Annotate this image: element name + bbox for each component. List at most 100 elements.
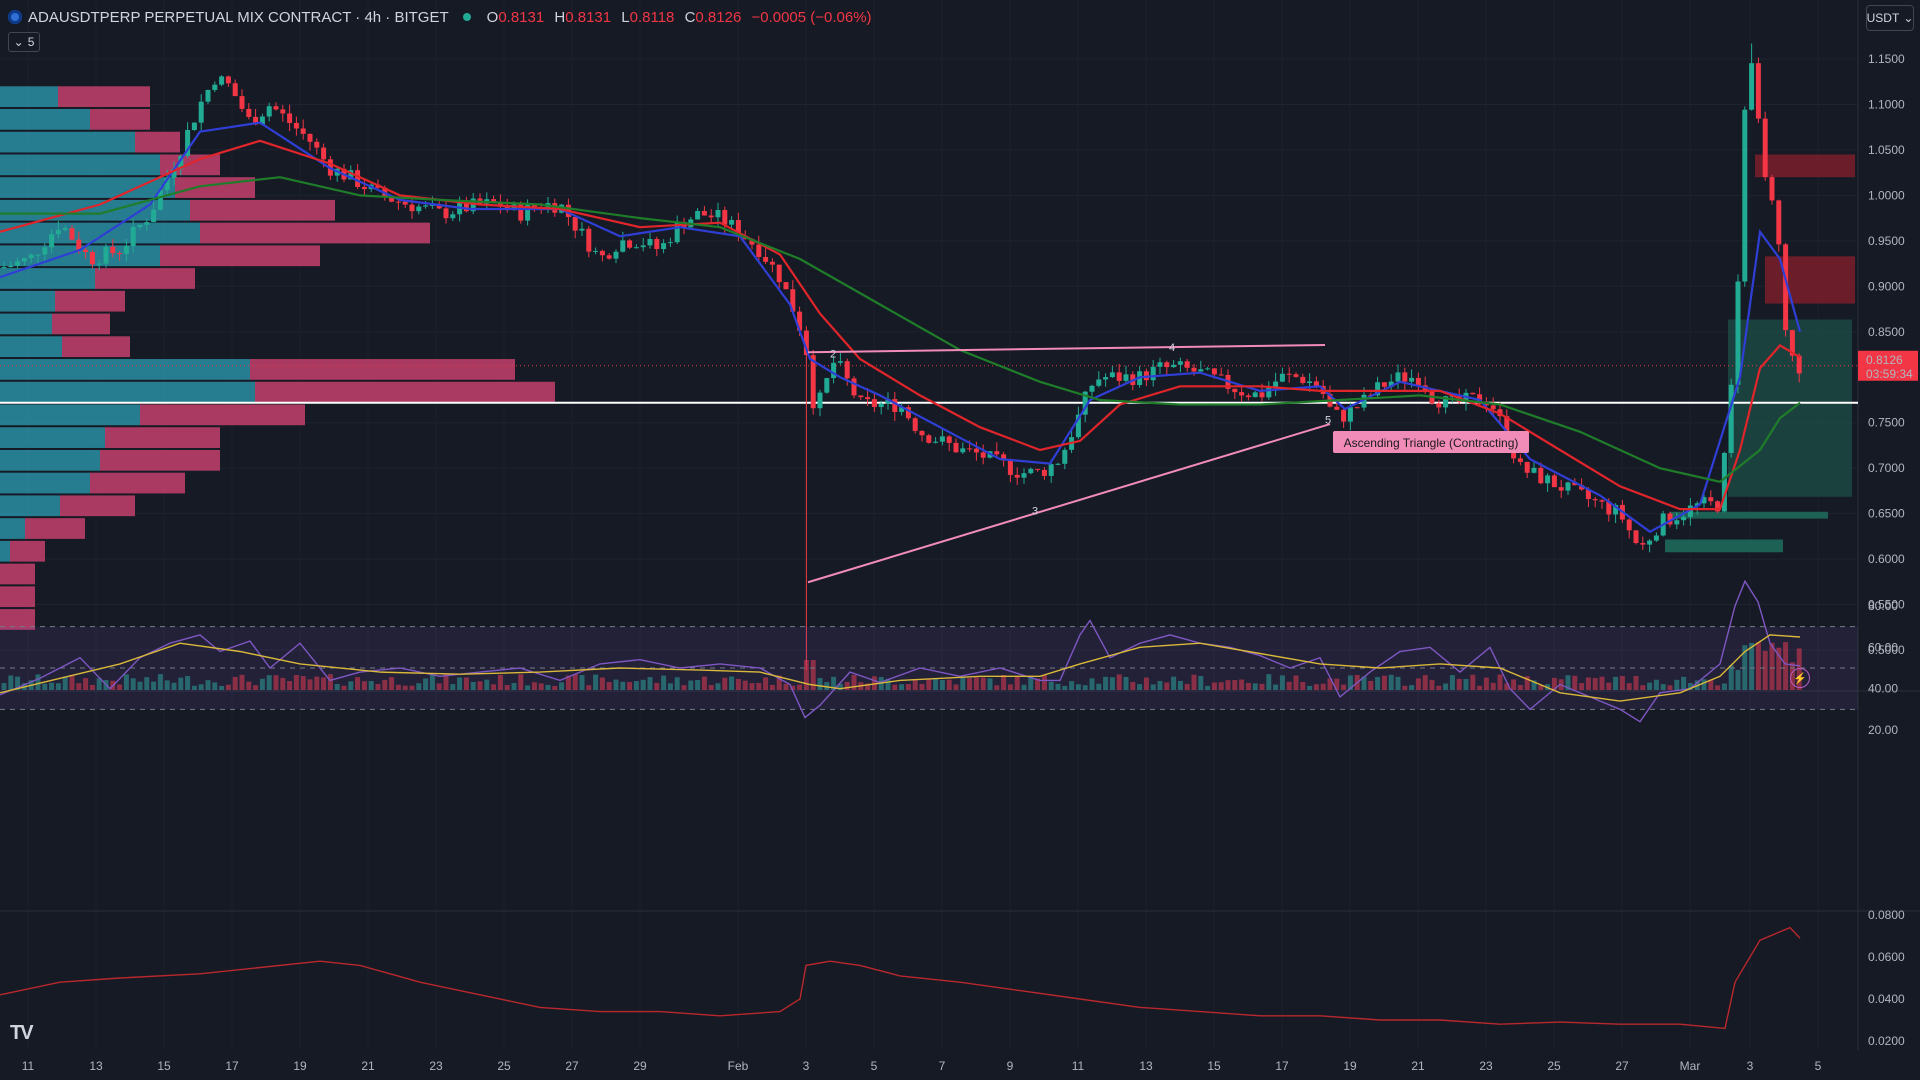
collapse-indicators-button[interactable]: ⌄ 5 — [8, 32, 40, 52]
volume-bar — [1327, 678, 1333, 690]
volume-bar — [851, 674, 857, 690]
candle-body — [1211, 368, 1217, 375]
volume-bar — [1184, 683, 1190, 690]
candle-body — [790, 289, 796, 312]
pivot-label: 5 — [1325, 415, 1331, 427]
lower-indicator-line — [0, 926, 1801, 1030]
price-tick-label: 0.6500 — [1868, 507, 1905, 521]
lower-tick-label: 0.0600 — [1868, 950, 1905, 964]
candle-body — [491, 199, 497, 203]
volume-bar — [559, 682, 565, 690]
candle-body — [1313, 381, 1319, 387]
candle-body — [1796, 355, 1802, 374]
candle-body — [164, 177, 170, 191]
volume-bar — [1701, 679, 1707, 690]
candle-body — [586, 228, 592, 252]
rsi-ma-line — [0, 634, 1801, 702]
volume-bar — [246, 681, 252, 690]
candle-body — [1653, 535, 1659, 541]
volume-bar — [266, 675, 272, 690]
volume-bar — [151, 681, 157, 690]
volume-bar — [1096, 683, 1102, 690]
candle-body — [1001, 454, 1007, 461]
volume-bar — [1429, 679, 1435, 690]
volume-bar — [117, 684, 123, 690]
candle-body — [1150, 366, 1156, 381]
profile-bar-down — [105, 427, 220, 448]
candle-body — [1674, 520, 1680, 525]
candle-body — [280, 109, 286, 114]
candle-body — [219, 76, 225, 85]
time-tick-label: 15 — [1207, 1059, 1221, 1073]
volume-bar — [599, 677, 605, 690]
candle-body — [973, 448, 979, 453]
volume-bar — [1551, 677, 1557, 690]
candle-body — [593, 250, 599, 252]
profile-bar-down — [190, 199, 335, 221]
candle-body — [225, 76, 231, 84]
volume-bar — [1579, 683, 1585, 690]
volume-bar — [1409, 685, 1415, 690]
volume-bar — [1069, 681, 1075, 690]
volume-bar — [1252, 683, 1258, 690]
profile-bar-down — [135, 131, 180, 153]
volume-bar — [423, 678, 429, 690]
candle-body — [1470, 392, 1476, 395]
price-tick-label: 1.0500 — [1868, 143, 1905, 157]
volume-bar — [735, 678, 741, 690]
volume-bar — [1470, 674, 1476, 690]
volume-bar — [457, 677, 463, 690]
volume-bar — [191, 685, 197, 690]
volume-bar — [1565, 675, 1571, 690]
candle-body — [1769, 177, 1775, 201]
symbol-title[interactable]: ADAUSDTPERP PERPETUAL MIX CONTRACT · 4h … — [28, 8, 449, 26]
volume-bar — [1313, 684, 1319, 690]
candle-body — [1103, 377, 1109, 380]
moving-average-line — [0, 139, 1801, 511]
volume-bar — [511, 683, 517, 690]
candle-body — [1633, 530, 1639, 544]
candle-body — [640, 245, 646, 248]
volume-bar — [1307, 685, 1313, 690]
lightning-icon[interactable]: ⚡ — [1790, 668, 1810, 688]
profile-bar-down — [0, 563, 35, 585]
candle-body — [1109, 372, 1115, 378]
moving-average-line — [0, 121, 1802, 534]
profile-bar-up — [0, 427, 105, 448]
candle-body — [259, 116, 265, 125]
currency-select[interactable]: USDT ⌄ — [1866, 5, 1914, 31]
volume-bar — [293, 675, 299, 690]
profile-bar-down — [140, 404, 305, 426]
open-label: O — [486, 8, 499, 26]
volume-bar — [1109, 677, 1115, 690]
volume-bar — [450, 684, 456, 690]
tradingview-logo-icon[interactable]: TV — [10, 1022, 34, 1044]
time-tick-label: 25 — [1547, 1059, 1561, 1073]
rsi-tick-label: 60.00 — [1868, 640, 1898, 654]
candle-body — [1171, 364, 1177, 368]
volume-bar — [157, 674, 163, 690]
candle-body — [613, 251, 619, 259]
high-value: 0.8131 — [565, 8, 612, 26]
volume-bar — [1089, 678, 1095, 690]
volume-bar — [674, 677, 680, 690]
lower-tick-label: 0.0200 — [1868, 1034, 1905, 1048]
volume-bar — [1436, 685, 1442, 690]
volume-bar — [409, 685, 415, 690]
volume-bar — [640, 679, 646, 690]
rsi-tick-label: 40.00 — [1868, 682, 1898, 696]
volume-bar — [586, 685, 592, 690]
volume-bar — [994, 685, 1000, 690]
volume-bar — [178, 677, 184, 690]
profile-bar-down — [160, 245, 320, 267]
volume-bar — [219, 685, 225, 690]
time-tick-label: 11 — [22, 1059, 35, 1073]
volume-bar — [1055, 683, 1061, 690]
profile-bar-down — [0, 609, 35, 630]
candle-body — [409, 204, 415, 212]
volume-bar — [1171, 676, 1177, 690]
price-tick-label: 0.5000 — [1868, 643, 1905, 657]
candle-body — [1341, 409, 1347, 422]
volume-bar — [1762, 650, 1768, 690]
